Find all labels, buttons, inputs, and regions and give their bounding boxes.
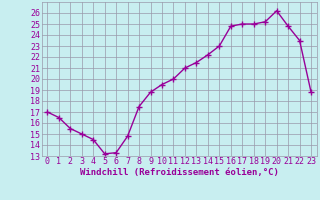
X-axis label: Windchill (Refroidissement éolien,°C): Windchill (Refroidissement éolien,°C)	[80, 168, 279, 177]
